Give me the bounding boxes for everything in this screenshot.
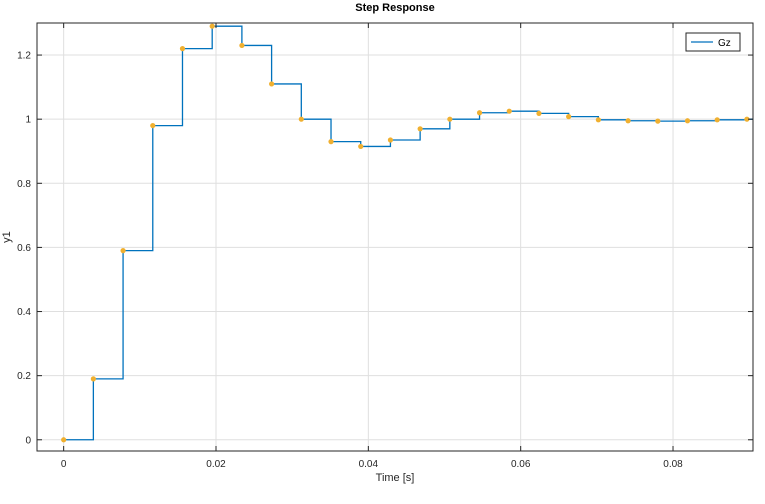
y-tick-label: 1 xyxy=(25,115,31,126)
axis-ticks: 0 0.02 0.04 0.06 0.08 0 0.2 0.4 0.6 0.8 1 1.2 xyxy=(17,23,753,470)
data-point-marker xyxy=(298,116,304,122)
y-tick-label: 0.8 xyxy=(17,179,31,190)
data-point-marker xyxy=(447,116,453,122)
data-point-marker xyxy=(328,139,334,145)
x-tick-label: 0.04 xyxy=(359,459,379,470)
data-point-marker xyxy=(387,137,394,143)
data-point-marker xyxy=(417,126,423,132)
legend-label-gz: Gz xyxy=(718,38,731,49)
data-point-marker xyxy=(566,114,572,120)
x-tick-label: 0.08 xyxy=(663,459,683,470)
y-tick-label: 0.6 xyxy=(17,243,31,254)
y-axis-label: y1 xyxy=(1,231,13,243)
data-point-marker xyxy=(61,437,67,443)
plot-frame xyxy=(36,22,754,452)
data-point-marker xyxy=(179,46,186,52)
data-point-marker xyxy=(625,118,631,124)
legend: Gz xyxy=(685,32,741,52)
data-point-marker xyxy=(476,110,483,116)
data-point-marker xyxy=(506,108,512,114)
y-tick-label: 0 xyxy=(25,435,31,446)
x-tick-label: 0 xyxy=(61,459,67,470)
data-point-marker xyxy=(744,116,750,122)
data-point-marker xyxy=(90,376,96,382)
data-point-marker xyxy=(358,143,364,150)
chart-title: Step Response xyxy=(355,2,434,14)
grid xyxy=(37,23,753,451)
y-tick-label: 1.2 xyxy=(17,51,31,62)
data-point-marker xyxy=(655,118,661,124)
series-layer xyxy=(61,23,753,443)
data-point-marker xyxy=(536,110,542,117)
x-tick-label: 0.02 xyxy=(206,459,226,470)
data-point-marker xyxy=(239,42,245,49)
y-tick-label: 0.2 xyxy=(17,371,31,382)
data-point-marker xyxy=(684,118,691,124)
x-axis-label: Time [s] xyxy=(376,472,415,484)
data-point-marker xyxy=(209,23,215,29)
data-point-marker xyxy=(120,248,126,254)
data-point-marker xyxy=(714,117,720,123)
data-point-marker xyxy=(269,81,275,87)
data-point-marker xyxy=(595,117,601,123)
y-tick-label: 0.4 xyxy=(17,307,31,318)
plot-area xyxy=(37,23,753,451)
x-tick-label: 0.06 xyxy=(511,459,531,470)
data-point-marker xyxy=(150,122,156,129)
